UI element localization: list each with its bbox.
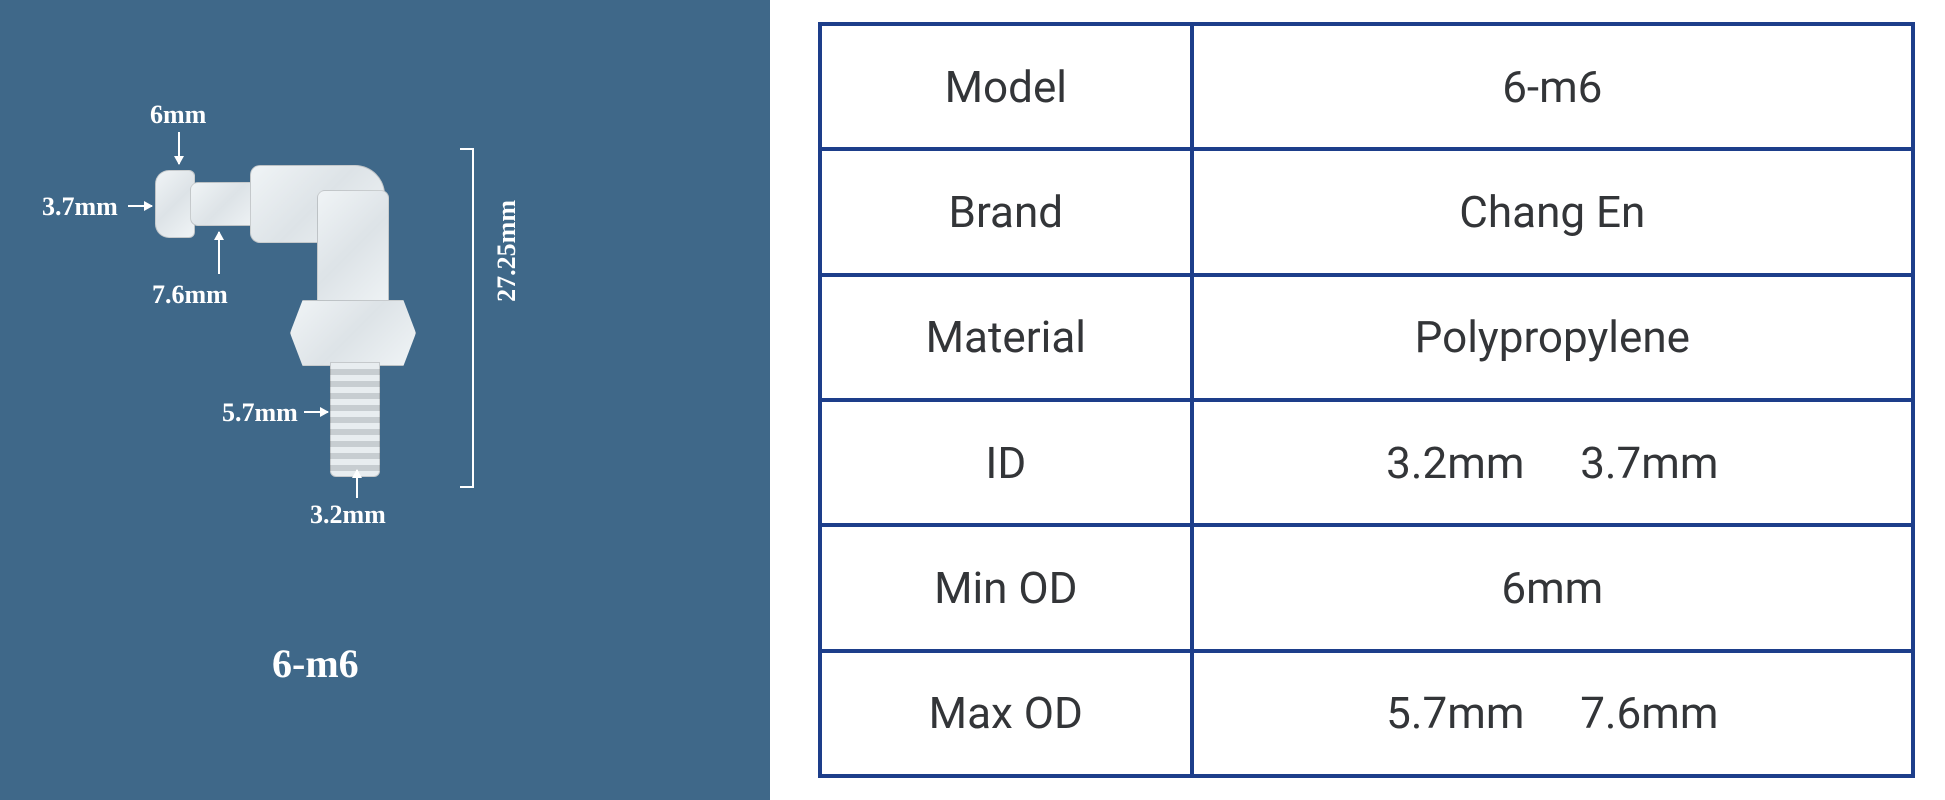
table-row: Model6-m6 (820, 24, 1913, 149)
dim-hex-label: 7.6mm (152, 280, 228, 310)
dim-thread-id-label: 3.2mm (310, 500, 386, 530)
spec-label: Brand (820, 149, 1192, 274)
spec-label: Model (820, 24, 1192, 149)
arrow-thread-od (304, 411, 328, 413)
guide-height (472, 148, 474, 488)
spec-label: Material (820, 275, 1192, 400)
spec-table: Model6-m6BrandChang EnMaterialPolypropyl… (818, 22, 1915, 778)
dim-height-label: 27.25mm (492, 200, 522, 302)
spec-value: 5.7mm 7.6mm (1192, 651, 1913, 776)
part-elbow-v (317, 190, 389, 310)
table-row: Max OD5.7mm 7.6mm (820, 651, 1913, 776)
spec-value: Chang En (1192, 149, 1913, 274)
dim-top-label: 6mm (150, 100, 206, 130)
table-row: ID3.2mm 3.7mm (820, 400, 1913, 525)
arrow-thread-id (356, 470, 358, 498)
arrow-barb (128, 205, 152, 207)
part-name: 6-m6 (272, 640, 359, 687)
arrow-hex (218, 232, 220, 274)
spec-panel: Model6-m6BrandChang EnMaterialPolypropyl… (770, 0, 1945, 800)
spec-value: 6mm (1192, 525, 1913, 650)
spec-value: Polypropylene (1192, 275, 1913, 400)
spec-label: Max OD (820, 651, 1192, 776)
guide-height-top (460, 148, 474, 150)
table-row: BrandChang En (820, 149, 1913, 274)
part-thread (330, 362, 380, 477)
part-barb-tip (155, 170, 195, 238)
table-row: MaterialPolypropylene (820, 275, 1913, 400)
diagram-panel: 27.25mm 6mm 3.7mm 7.6mm 5.7mm 3.2mm 6-m6 (0, 0, 770, 800)
spec-label: Min OD (820, 525, 1192, 650)
spec-value: 3.2mm 3.7mm (1192, 400, 1913, 525)
guide-height-bot (460, 486, 474, 488)
dim-barb-label: 3.7mm (42, 192, 118, 222)
spec-value: 6-m6 (1192, 24, 1913, 149)
part-hex-nut (290, 300, 416, 366)
spec-table-body: Model6-m6BrandChang EnMaterialPolypropyl… (820, 24, 1913, 776)
spec-label: ID (820, 400, 1192, 525)
arrow-top (178, 132, 180, 164)
diagram-inner: 27.25mm 6mm 3.7mm 7.6mm 5.7mm 3.2mm 6-m6 (0, 0, 770, 800)
table-row: Min OD6mm (820, 525, 1913, 650)
dim-thread-od-label: 5.7mm (222, 398, 298, 428)
